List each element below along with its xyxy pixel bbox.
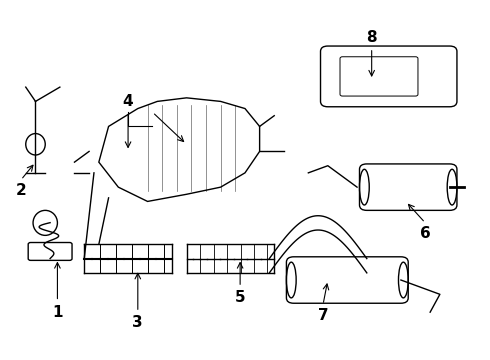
- Text: 7: 7: [318, 308, 328, 323]
- Text: 1: 1: [52, 305, 63, 320]
- Text: 3: 3: [132, 315, 143, 330]
- Text: 4: 4: [123, 94, 133, 109]
- Text: 6: 6: [420, 226, 431, 241]
- Text: 8: 8: [367, 30, 377, 45]
- Text: 2: 2: [16, 183, 26, 198]
- Text: 5: 5: [235, 291, 245, 305]
